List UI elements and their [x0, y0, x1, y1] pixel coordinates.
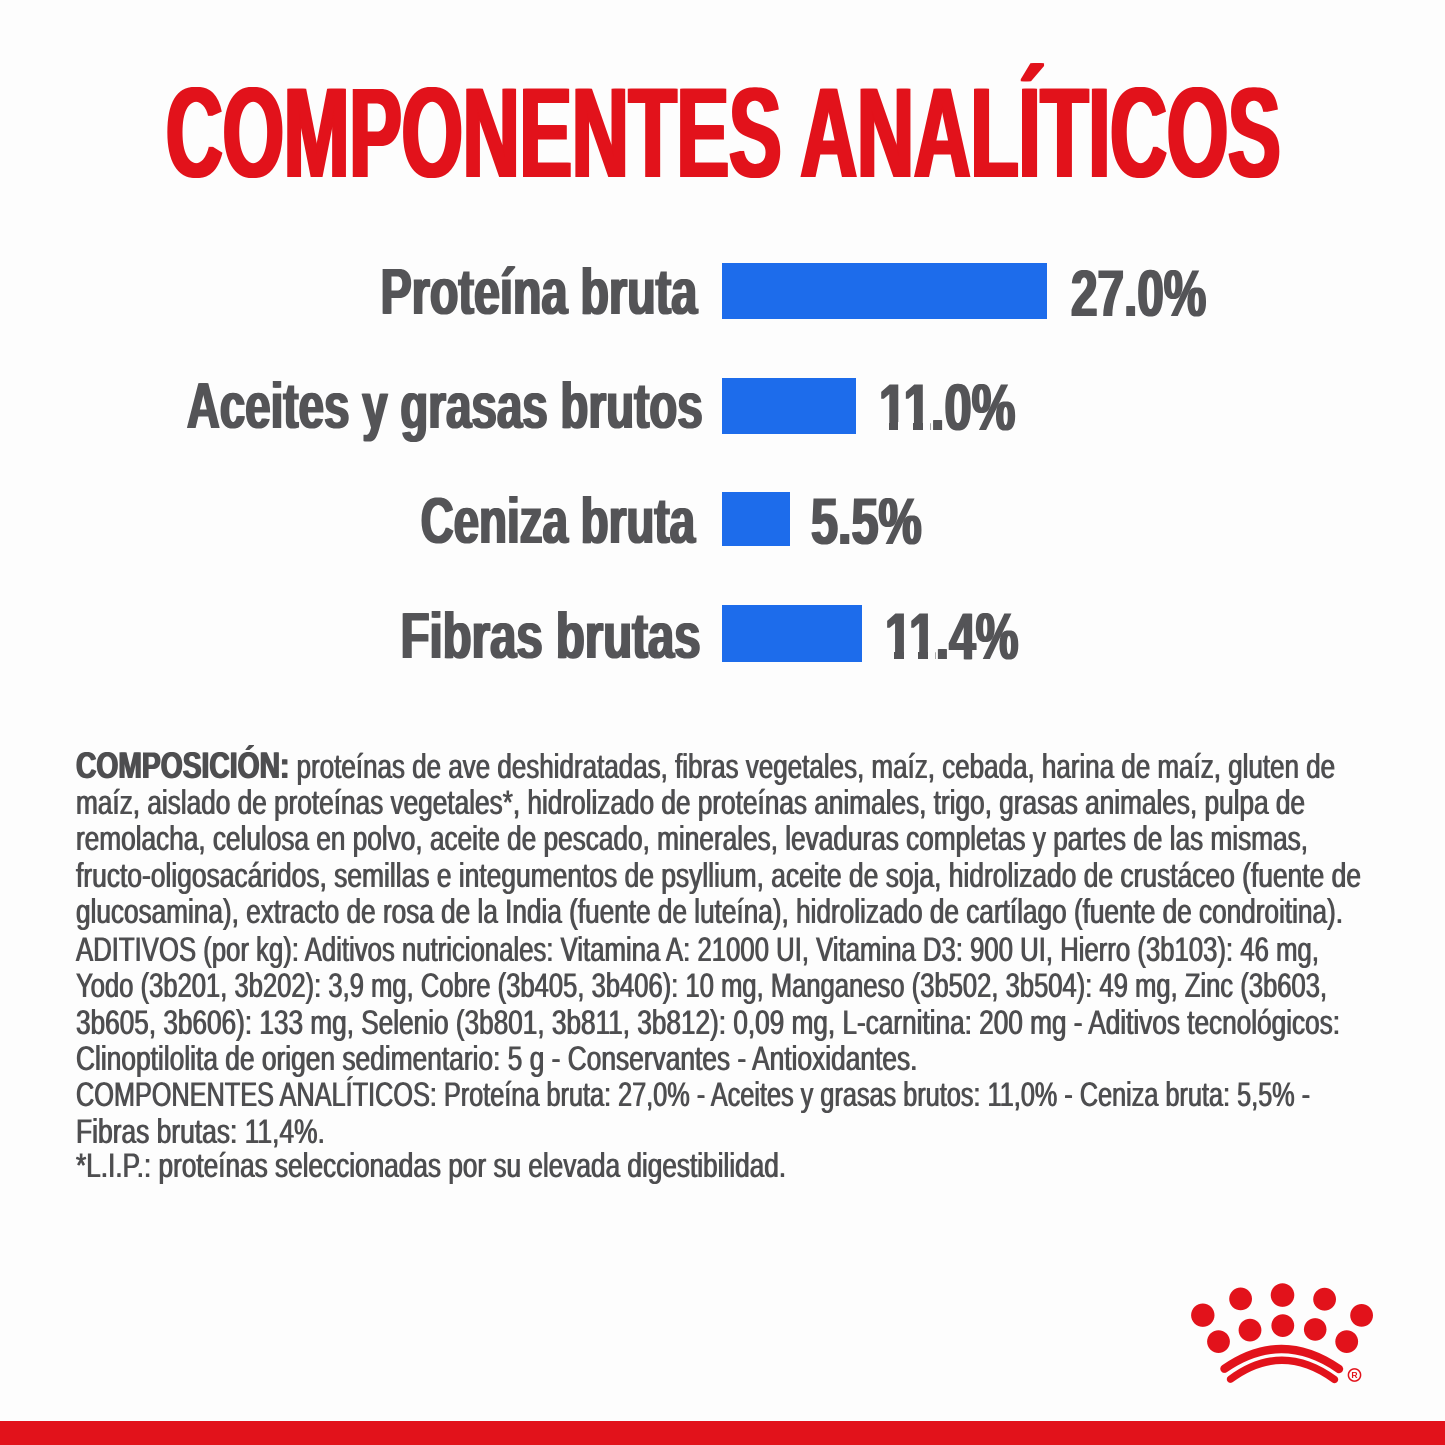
svg-text:R: R: [1351, 1370, 1358, 1380]
